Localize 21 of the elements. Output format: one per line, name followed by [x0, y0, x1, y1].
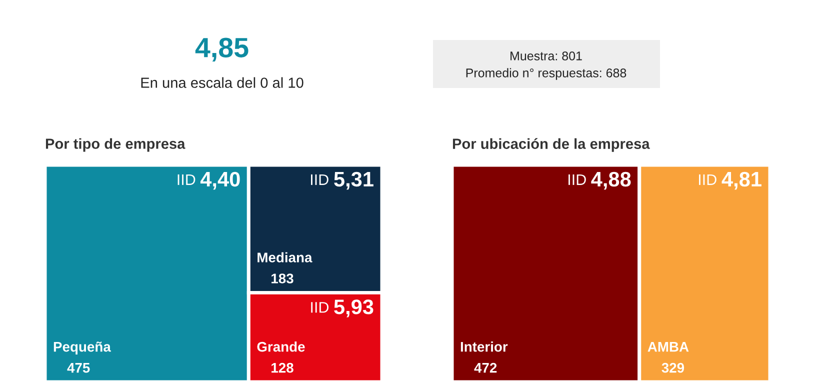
text: IID 5,93: [311, 300, 374, 318]
data-label: 128: [272, 362, 294, 373]
text: IID 5,31: [311, 172, 374, 190]
text: Por ubicación de la empresa: [452, 138, 650, 152]
data-label: 183: [272, 274, 294, 284]
text: Muestra: 801: [510, 52, 582, 60]
data-label: 329: [662, 362, 684, 373]
text: 4,85: [195, 38, 248, 62]
category-label: AMBA: [648, 342, 689, 352]
text: Promedio n° respuestas: 688: [466, 68, 626, 80]
category-label: Mediana: [258, 252, 312, 262]
text: IID 4,88: [568, 172, 631, 190]
text: IID 4,81: [699, 172, 762, 190]
text: En una escala del 0 al 10: [141, 77, 304, 88]
text: IID 4,40: [178, 172, 240, 190]
data-label: 472: [474, 362, 497, 373]
data-label: 475: [67, 363, 90, 373]
category-label: Interior: [460, 342, 508, 352]
category-label: Grande: [257, 342, 305, 352]
text: Por tipo de empresa: [46, 138, 186, 152]
category-label: Pequeña: [54, 342, 111, 354]
